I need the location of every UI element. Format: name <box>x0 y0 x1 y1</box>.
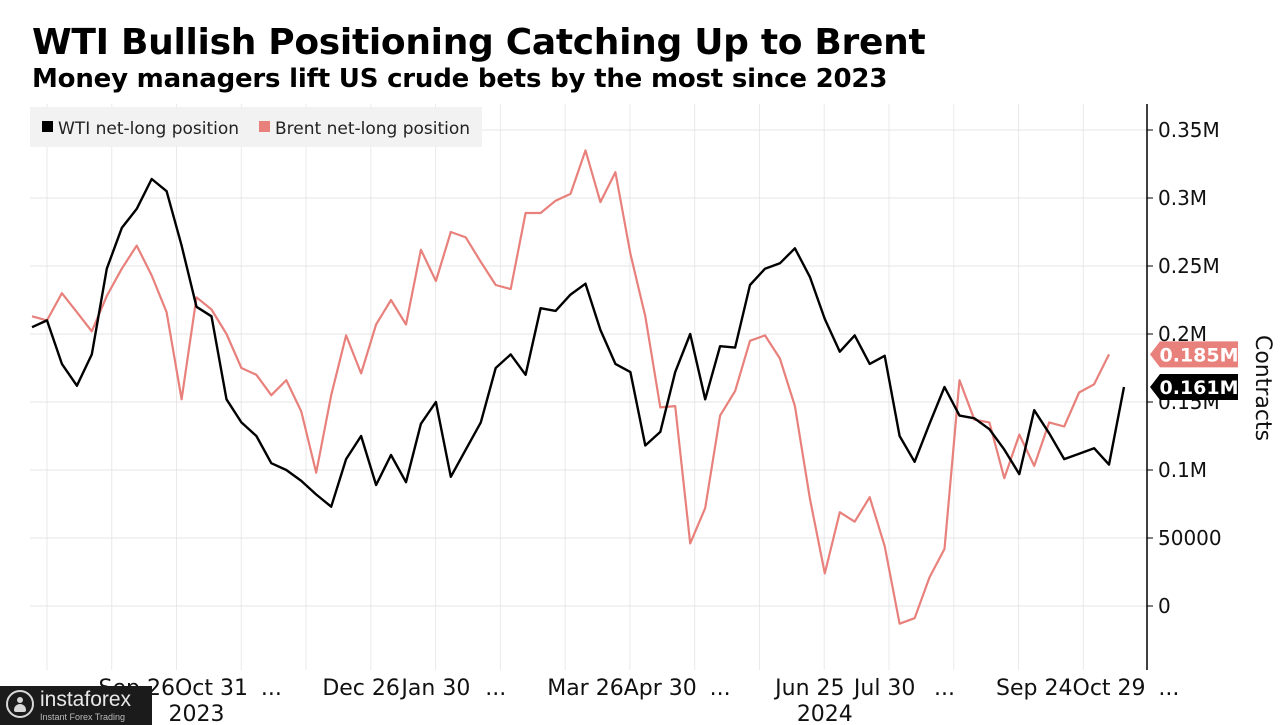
x-tick-label: Oct 29 <box>1073 676 1146 701</box>
x-tick-label: Oct 31 <box>175 676 248 701</box>
x-tick-label: Apr 30 <box>624 676 697 701</box>
y-tick-label: 0 <box>1158 594 1171 618</box>
x-tick-label: ... <box>261 676 282 701</box>
x-year-label: 2024 <box>797 702 853 725</box>
x-tick-label: Sep 24 <box>996 676 1072 701</box>
x-tick-label: ... <box>485 676 506 701</box>
badge-label: 0.185M <box>1159 344 1238 366</box>
y-tick-label: 0.1M <box>1158 458 1207 482</box>
x-tick-label: Jan 30 <box>399 676 470 701</box>
brent-last-value-badge: 0.185M <box>1150 341 1239 368</box>
y-tick-label: 0.3M <box>1158 186 1207 210</box>
last-value-badges: 0.161M 0.185M <box>1150 341 1239 401</box>
badge-shape <box>1150 374 1238 401</box>
x-tick-label: Dec 26 <box>322 676 400 701</box>
legend-swatch-wti <box>42 121 53 132</box>
x-year-label: 2023 <box>169 702 225 725</box>
y-tick-label: 0.35M <box>1158 118 1220 142</box>
series-lines <box>31 149 1126 625</box>
chart-subtitle: Money managers lift US crude bets by the… <box>32 64 888 94</box>
instaforex-logo-icon <box>6 690 34 718</box>
legend-swatch-brent <box>259 121 270 132</box>
y-tick-label: 0.25M <box>1158 254 1220 278</box>
x-tick-label: ... <box>710 676 731 701</box>
wti-series-line <box>31 177 1126 508</box>
chart-title: WTI Bullish Positioning Catching Up to B… <box>32 22 926 63</box>
legend-label-wti: WTI net-long position <box>58 119 239 139</box>
x-tick-label: Jul 30 <box>852 676 916 701</box>
x-tick-label: ... <box>934 676 955 701</box>
wti-last-value-badge: 0.161M <box>1150 374 1239 401</box>
brent-series-line <box>31 149 1110 625</box>
x-tick-label: ... <box>1158 676 1179 701</box>
badge-shape <box>1150 341 1238 368</box>
watermark-name: instaforex <box>40 688 132 711</box>
x-tick-label: Mar 26 <box>547 676 624 701</box>
legend: WTI net-long position Brent net-long pos… <box>30 107 482 147</box>
watermark: instaforex Instant Forex Trading <box>0 686 152 725</box>
badge-label: 0.161M <box>1159 377 1238 399</box>
horizontal-gridlines <box>30 129 1147 607</box>
y-axis-label: Contracts <box>1250 335 1275 441</box>
watermark-tagline: Instant Forex Trading <box>40 712 126 722</box>
y-tick-label: 50000 <box>1158 526 1222 550</box>
legend-label-brent: Brent net-long position <box>275 119 470 139</box>
x-tick-label: Jun 25 <box>773 676 844 701</box>
